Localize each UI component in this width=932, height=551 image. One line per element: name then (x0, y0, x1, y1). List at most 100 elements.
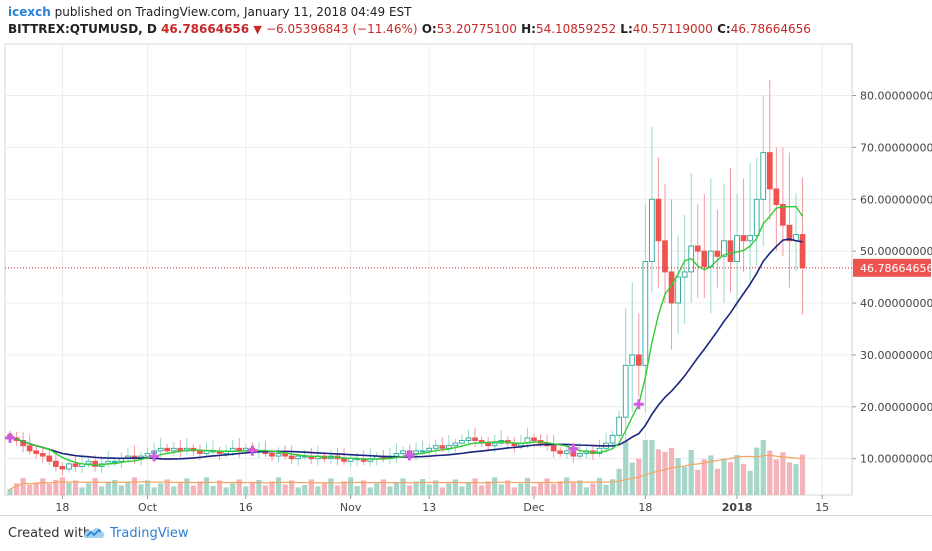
candle[interactable] (668, 199, 675, 350)
candle[interactable] (39, 447, 46, 463)
x-tick-label: 13 (422, 501, 436, 514)
candle[interactable] (59, 462, 66, 476)
candle[interactable] (72, 455, 79, 472)
candle[interactable] (511, 436, 518, 453)
candle[interactable] (393, 443, 400, 463)
candle-body (662, 240, 668, 273)
candle-body (413, 450, 419, 454)
volume-bar (479, 485, 485, 495)
volume-bar (393, 482, 400, 495)
candle[interactable] (760, 95, 767, 246)
candle[interactable] (681, 214, 688, 324)
candle[interactable] (20, 432, 26, 453)
candle[interactable] (740, 178, 747, 272)
author-link[interactable]: icexch (8, 5, 51, 19)
candle-body (622, 364, 629, 418)
volume-bar (662, 451, 668, 495)
candle[interactable] (753, 157, 760, 267)
candle[interactable] (446, 435, 452, 454)
chart-header-line2: BITTREX:QTUMUSD, D 46.78664656 ▼ −6.0539… (8, 22, 811, 36)
candle[interactable] (360, 450, 367, 465)
candlesticks[interactable] (7, 79, 806, 476)
candle[interactable] (236, 437, 243, 458)
candle[interactable] (701, 194, 708, 298)
candle[interactable] (170, 442, 177, 457)
low-label: L: (620, 22, 633, 36)
candle[interactable] (642, 204, 649, 412)
candle[interactable] (688, 173, 695, 304)
volume-bar (511, 487, 517, 495)
candle[interactable] (387, 447, 393, 464)
candle[interactable] (177, 440, 184, 458)
candle[interactable] (347, 454, 354, 467)
candle[interactable] (452, 438, 459, 453)
candle[interactable] (498, 430, 505, 447)
candle-body (773, 188, 780, 205)
candle[interactable] (635, 313, 642, 397)
candle[interactable] (629, 282, 636, 412)
candle[interactable] (721, 183, 727, 304)
candle[interactable] (465, 429, 472, 446)
candle[interactable] (675, 235, 681, 335)
candle[interactable] (649, 126, 655, 293)
candle[interactable] (616, 410, 623, 439)
candle[interactable] (694, 204, 701, 298)
candle[interactable] (183, 437, 190, 455)
candle[interactable] (793, 193, 799, 272)
candle[interactable] (563, 444, 570, 459)
candle[interactable] (714, 209, 721, 288)
candle[interactable] (26, 435, 33, 455)
candle[interactable] (275, 447, 282, 463)
candle[interactable] (341, 448, 347, 465)
volume-bar (105, 482, 111, 495)
volume-bar (295, 487, 301, 495)
candle[interactable] (780, 147, 786, 257)
candle-body (655, 198, 662, 242)
candle[interactable] (118, 452, 125, 469)
candle[interactable] (786, 152, 793, 288)
candle[interactable] (747, 162, 754, 288)
candle[interactable] (262, 440, 269, 458)
candle[interactable] (419, 440, 426, 455)
candle-body (780, 204, 786, 226)
candle[interactable] (432, 439, 439, 456)
candle[interactable] (472, 427, 478, 448)
candle[interactable] (85, 457, 92, 468)
candle[interactable] (583, 446, 590, 459)
candle[interactable] (596, 440, 603, 458)
last-price-badge (853, 258, 931, 277)
candle[interactable] (46, 447, 53, 465)
candle[interactable] (413, 442, 419, 461)
candle[interactable] (662, 183, 668, 304)
candle[interactable] (105, 450, 112, 468)
candle[interactable] (400, 446, 406, 458)
price-chart[interactable]: 10.00000000 20.00000000 30.00000000 40.0000… (0, 40, 932, 515)
candle[interactable] (727, 168, 734, 293)
candle[interactable] (766, 79, 773, 221)
candle[interactable] (367, 448, 374, 467)
candle[interactable] (210, 440, 216, 457)
candle[interactable] (478, 436, 485, 447)
candle[interactable] (622, 308, 629, 449)
volume-bar (53, 479, 59, 495)
candle[interactable] (550, 435, 557, 458)
candle[interactable] (459, 434, 465, 447)
candle[interactable] (708, 178, 714, 314)
candle[interactable] (125, 447, 131, 463)
candle[interactable] (609, 431, 616, 450)
candle[interactable] (295, 451, 302, 466)
candle-body (144, 453, 151, 457)
candle[interactable] (655, 157, 662, 288)
candle[interactable] (426, 444, 433, 457)
candle[interactable] (485, 436, 492, 451)
candle[interactable] (773, 147, 780, 252)
tradingview-logo-icon[interactable] (82, 525, 106, 545)
volume-bar (793, 464, 799, 495)
candle[interactable] (799, 177, 806, 315)
tradingview-brand-link[interactable]: TradingView (110, 526, 189, 541)
candle[interactable] (53, 450, 59, 472)
candle[interactable] (33, 446, 40, 459)
candle[interactable] (557, 446, 564, 458)
candle[interactable] (734, 194, 740, 309)
candle[interactable] (315, 445, 321, 466)
